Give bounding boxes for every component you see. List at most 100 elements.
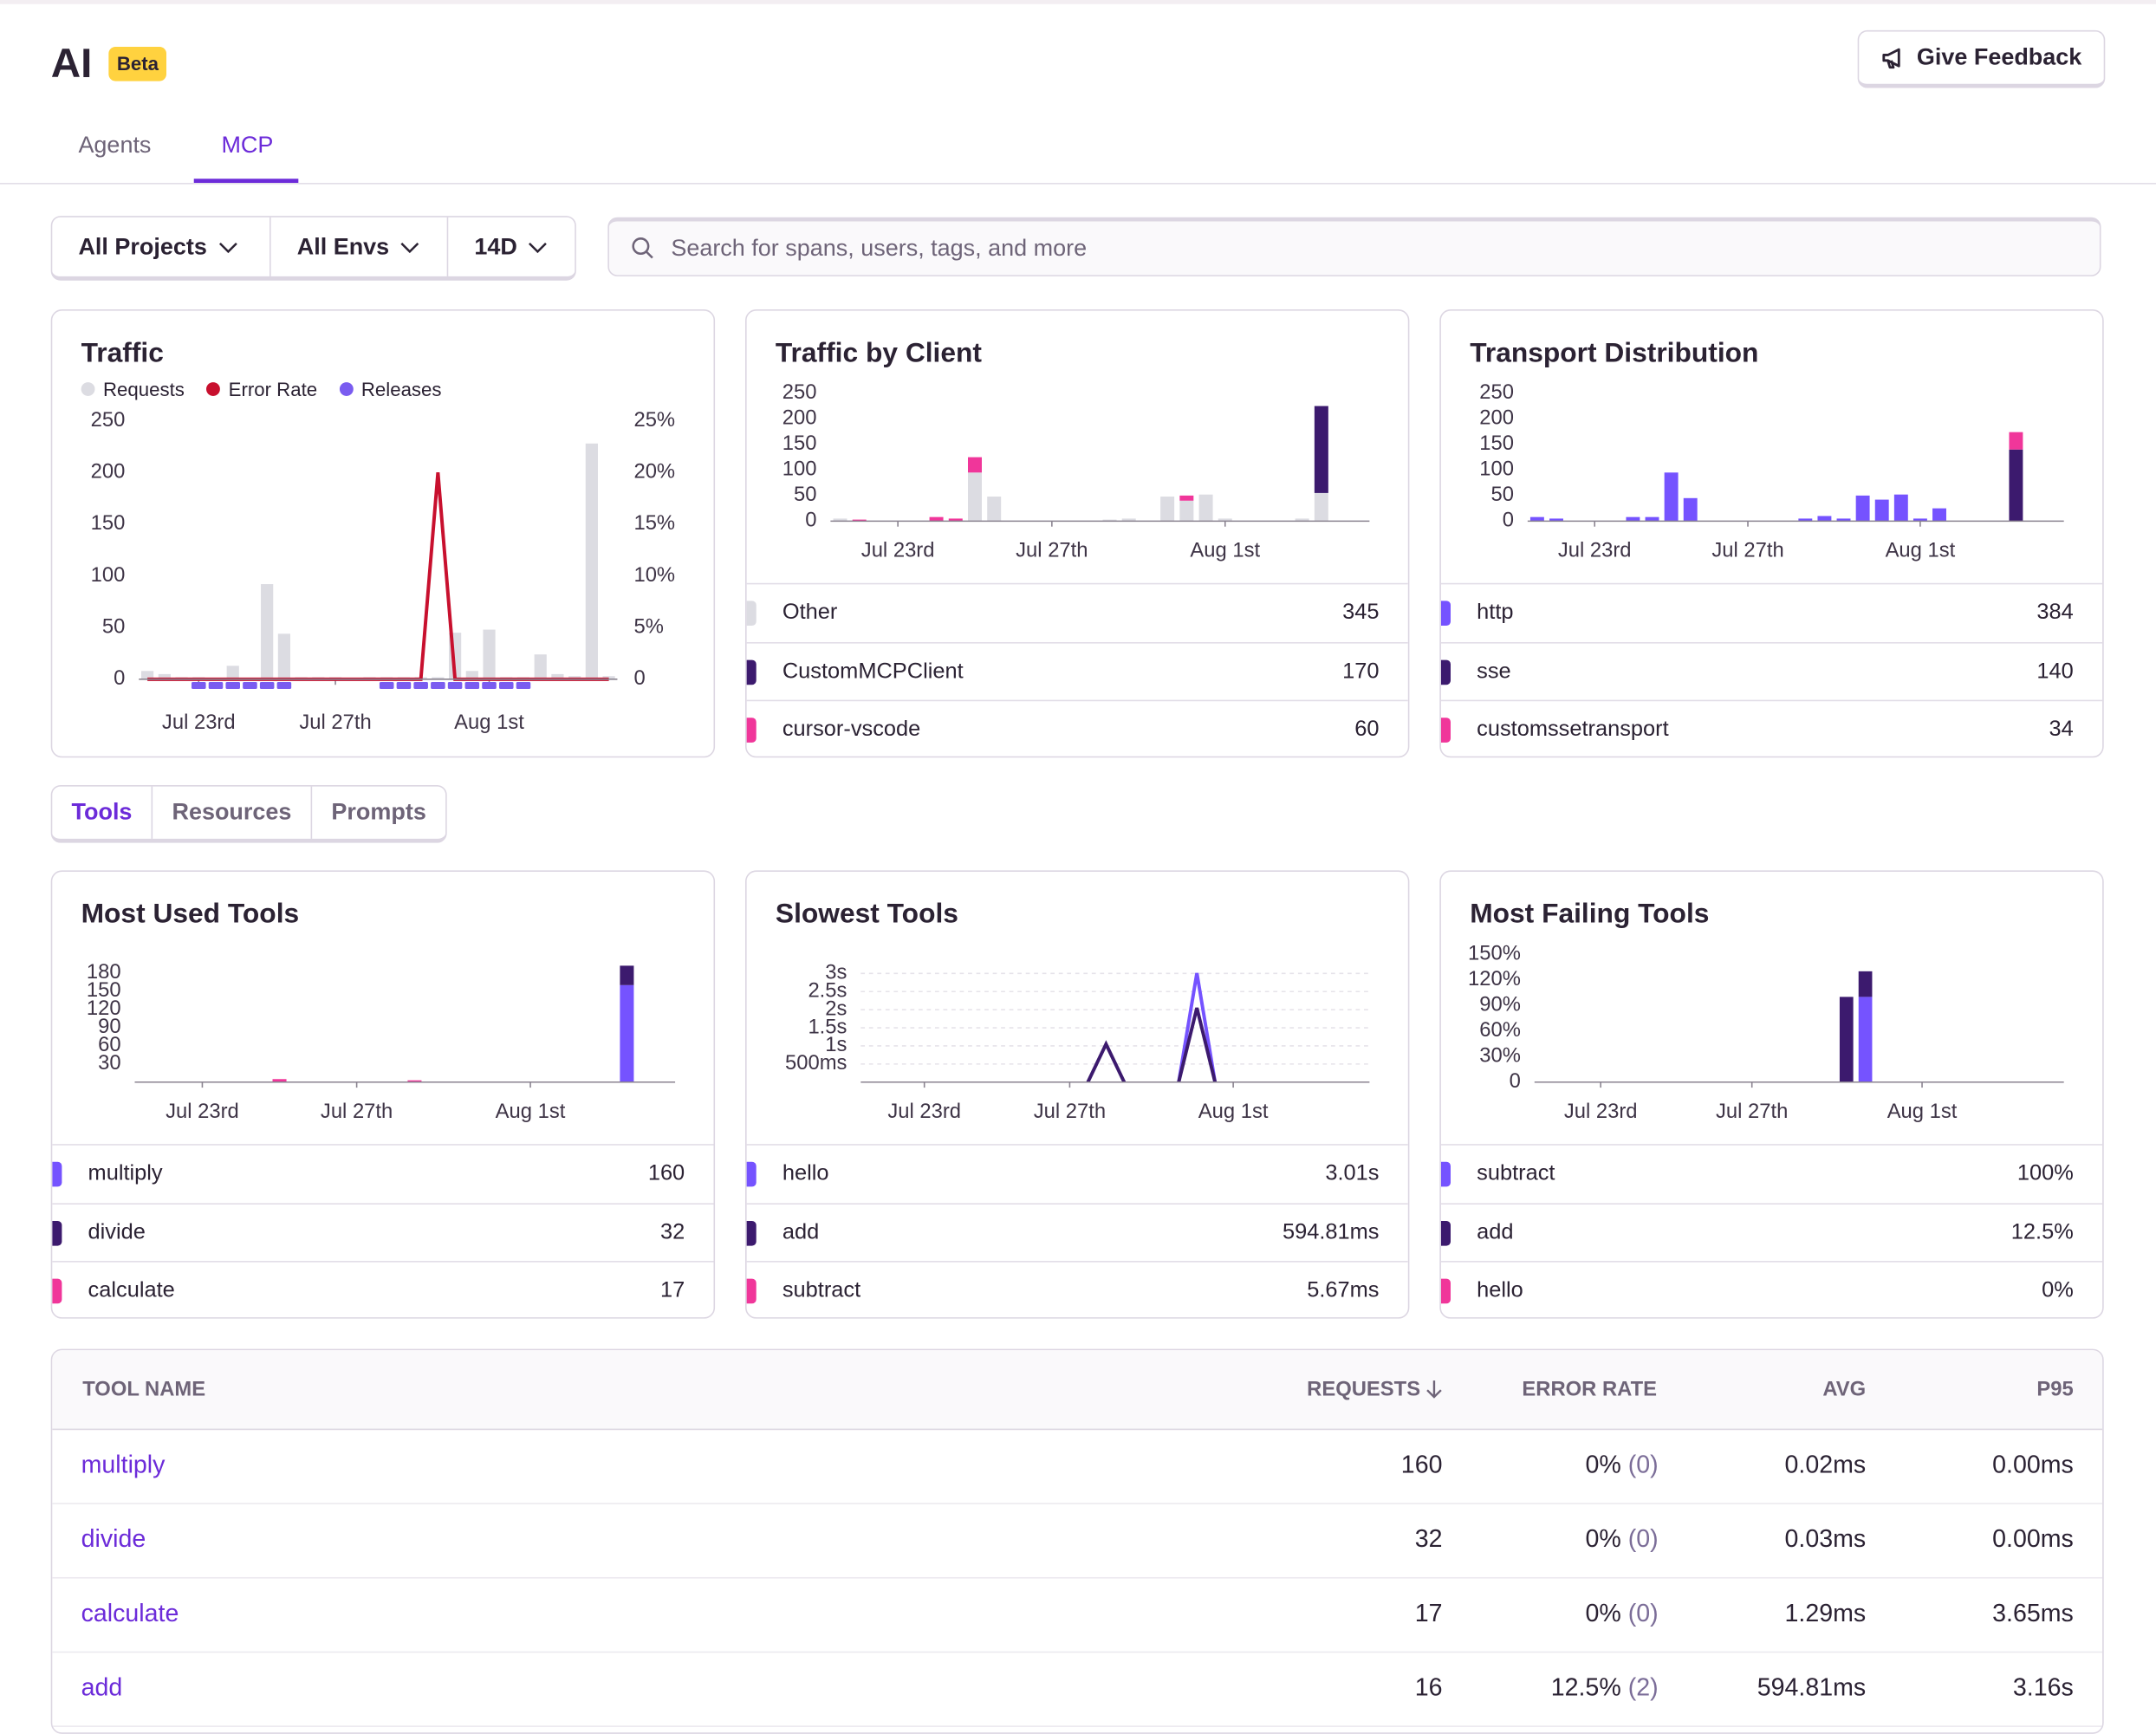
column-header[interactable]: P95 [2036,1378,2073,1401]
legend-value: 100% [2017,1162,2074,1187]
legend-row: cursor-vscode 60 [747,700,1408,758]
date-filter[interactable]: 14D [448,218,574,276]
table-row: divide320% (0)0.03ms0.00ms [52,1503,2102,1578]
release-marker [225,682,240,689]
y-tick-label: 60% [1479,1018,1521,1042]
legend-value: 384 [2036,601,2073,626]
legend-label: cursor-vscode [783,718,920,743]
env-filter[interactable]: All Envs [271,218,449,276]
legend-label: subtract [783,1279,860,1304]
bar [586,444,598,679]
error-count: (2) [1628,1673,1659,1701]
legend-swatch [1441,1162,1451,1187]
release-marker [209,682,224,689]
spacer [1621,1673,1628,1701]
x-tick-label: Jul 23rd [887,1100,961,1123]
spacer [1621,1599,1628,1627]
legend: RequestsError RateReleases [81,378,442,399]
bar [968,472,982,521]
line [1088,1008,1215,1082]
sub-tab[interactable]: Prompts [312,787,445,839]
y-tick-label: 200 [1479,406,1514,430]
tool-link[interactable]: divide [81,1525,146,1554]
error-percent: 0% [1585,1451,1620,1478]
bar [987,497,1001,521]
legend-swatch [747,1220,757,1245]
column-header[interactable]: ERROR RATE [1522,1378,1657,1401]
legend-label: add [1477,1220,1513,1245]
legend-row: add594.81ms [747,1203,1408,1262]
chevron [218,240,237,254]
legend-label: hello [1477,1279,1523,1304]
y-tick-label: 250 [1479,380,1514,404]
y-tick-label: 250 [91,408,126,432]
x-tick-label: Aug 1st [1198,1100,1269,1123]
legend-value: 5.67ms [1307,1279,1379,1304]
column-header-sorted[interactable]: REQUESTS [1307,1378,1442,1401]
y-tick-label: 0 [633,666,645,690]
spacer [1621,1451,1628,1478]
legend-label: customssetransport [1477,718,1669,743]
table-header: TOOL NAME REQUESTS ERROR RATE AVG P95 [52,1350,2102,1430]
nav-tab[interactable]: Agents [78,132,151,159]
bar [2009,432,2023,450]
legend-item: Releases [340,378,442,399]
sub-tab-active[interactable]: Tools [52,787,153,839]
beta-badge: Beta [108,47,166,81]
p95: 3.65ms [1992,1599,2074,1627]
project-filter[interactable]: All Projects [52,218,270,276]
legend-row: hello0% [1441,1261,2102,1319]
x-tick-label: Jul 23rd [1558,539,1632,562]
x-tick-label: Jul 27th [1034,1100,1106,1123]
nav-tab-active[interactable]: MCP [221,132,273,159]
legend-value: 345 [1342,601,1379,626]
legend-value: 60 [1354,718,1379,743]
release-marker [397,682,412,689]
error-rate: 0% (0) [1585,1525,1658,1554]
filter-label: 14D [474,233,516,261]
bar [1894,495,1908,522]
release-marker [465,682,480,689]
legend-swatch [747,718,757,743]
search-box[interactable]: Search for spans, users, tags, and more [607,218,2101,276]
chart-title: Traffic [81,338,164,369]
bar [1859,971,1873,997]
y-tick-label: 3s [825,961,847,984]
sub-tab[interactable]: Resources [153,787,312,839]
search-icon [631,237,654,260]
tools-table: TOOL NAME REQUESTS ERROR RATE AVG P95 mu… [51,1349,2104,1734]
y-tick-label: 250 [783,380,817,404]
chart-title: Most Failing Tools [1470,899,1709,931]
x-tick-label: Jul 27th [1711,539,1783,562]
error-percent: 0% [1585,1525,1620,1553]
legend-swatch [747,601,757,626]
y-tick-label: 15% [633,511,675,535]
legend-dot [206,382,220,396]
requests: 16 [1415,1673,1443,1702]
legend-row: add12.5% [1441,1203,2102,1262]
column-header[interactable]: AVG [1822,1378,1866,1401]
bar [1665,472,1679,521]
feedback-label: Give Feedback [1917,44,2081,72]
legend-value: 32 [660,1220,685,1245]
legend-label: http [1477,601,1513,626]
chart-card: 05010015020025005%10%15%20%25%Jul 23rdJu… [51,309,715,757]
tool-link[interactable]: multiply [81,1451,166,1479]
y-tick-label: 0 [114,666,125,690]
tool-link[interactable]: calculate [81,1599,179,1627]
y-tick-label: 120% [1468,967,1521,990]
chevron [400,240,419,254]
legend-label: hello [783,1162,829,1187]
y-tick-label: 100 [91,563,126,587]
legend-value: 594.81ms [1283,1220,1379,1245]
legend-label: subtract [1477,1162,1555,1187]
y-tick-label: 50 [794,483,816,506]
feedback-button[interactable]: Give Feedback [1858,30,2106,88]
y-tick-label: 150 [1479,432,1514,455]
tool-link[interactable]: add [81,1673,123,1702]
y-tick-label: 150 [91,511,126,535]
release-marker [499,682,514,689]
bar [227,666,239,679]
chart-title: Most Used Tools [81,899,300,931]
